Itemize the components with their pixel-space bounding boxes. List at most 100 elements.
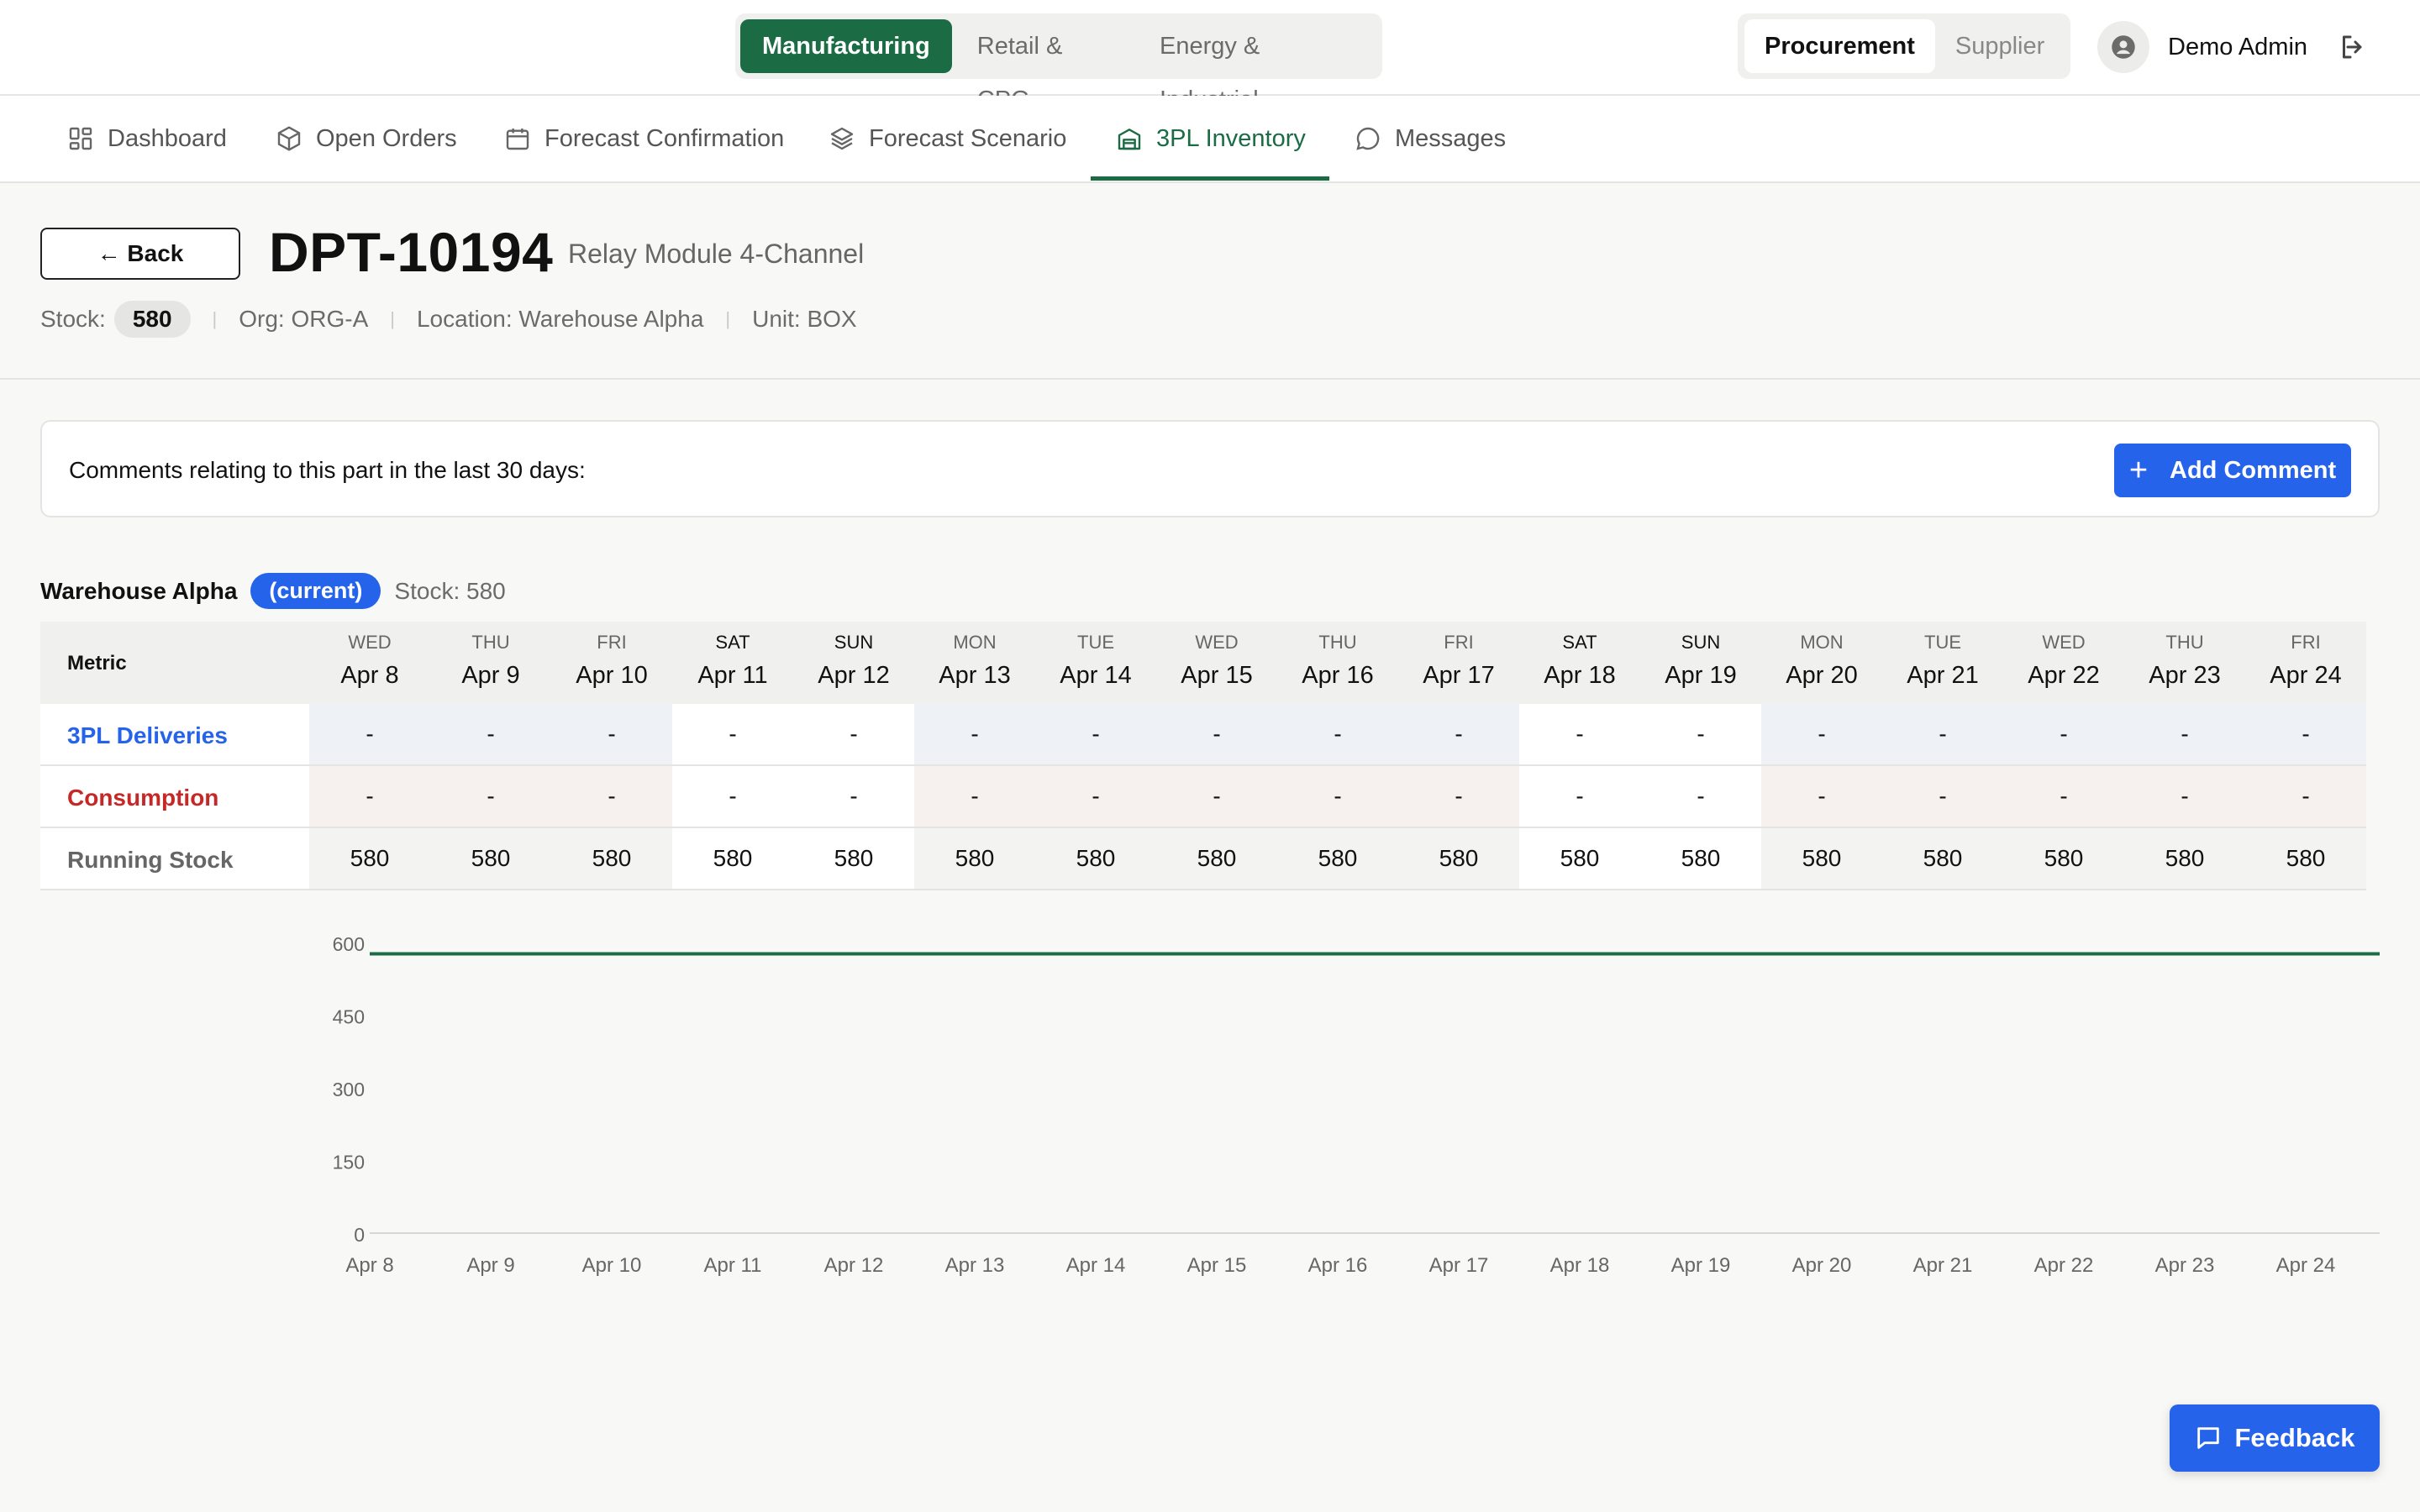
- warehouse-icon: [1118, 129, 1141, 150]
- x-tick-label: Apr 9: [466, 1254, 514, 1277]
- metric-column: Metric 3PL Deliveries Consumption Runnin…: [40, 622, 311, 890]
- day-date: Apr 15: [1181, 662, 1253, 689]
- day-header: THU Apr 23: [2124, 622, 2245, 706]
- day-column: THU Apr 23- -580: [2124, 622, 2245, 890]
- user-menu[interactable]: Demo Admin: [2097, 20, 2307, 74]
- user-circle-icon: [2097, 21, 2149, 73]
- current-badge: (current): [250, 573, 381, 609]
- day-column: THU Apr 9- -580: [430, 622, 551, 890]
- add-comment-button[interactable]: + Add Comment: [2114, 444, 2351, 497]
- running-stock-cell: 580: [2245, 828, 2366, 890]
- part-header: ← Back DPT-10194 Relay Module 4-Channel …: [0, 181, 2420, 380]
- nav-dashboard[interactable]: Dashboard: [67, 96, 227, 181]
- day-date: Apr 19: [1665, 662, 1737, 689]
- nav-dashboard-label: Dashboard: [108, 124, 227, 152]
- day-date: Apr 10: [576, 662, 648, 689]
- role-procurement[interactable]: Procurement: [1744, 19, 1935, 73]
- grid-icon: [69, 127, 92, 150]
- nav-open-orders[interactable]: Open Orders: [276, 96, 457, 181]
- consumption-cell: -: [2003, 766, 2124, 828]
- deliveries-cell: -: [1156, 704, 1277, 766]
- day-of-week: SUN: [1681, 632, 1721, 653]
- industry-energy-industrial[interactable]: Energy & Industrial: [1159, 33, 1260, 113]
- chat-icon: [2197, 1427, 2220, 1449]
- day-date: Apr 16: [1302, 662, 1374, 689]
- x-tick-label: Apr 13: [945, 1254, 1005, 1277]
- day-date: Apr 22: [2028, 662, 2100, 689]
- day-of-week: THU: [2165, 632, 2204, 653]
- nav-messages[interactable]: Messages: [1355, 96, 1506, 181]
- metric-row-consumption: Consumption: [40, 766, 309, 828]
- consumption-cell: -: [672, 766, 793, 828]
- consumption-cell: -: [1156, 766, 1277, 828]
- deliveries-cell: -: [2245, 704, 2366, 766]
- x-tick-label: Apr 11: [704, 1254, 762, 1277]
- day-column: SAT Apr 18- -580: [1519, 622, 1640, 890]
- logout-icon[interactable]: [2338, 32, 2368, 62]
- x-tick-label: Apr 24: [2276, 1254, 2336, 1277]
- running-stock-cell: 580: [1398, 828, 1519, 890]
- day-of-week: TUE: [1077, 632, 1114, 653]
- running-stock-cell: 580: [2003, 828, 2124, 890]
- day-date: Apr 9: [461, 662, 520, 689]
- day-header: SUN Apr 12: [793, 622, 914, 706]
- metric-row-deliveries: 3PL Deliveries: [40, 704, 309, 766]
- plus-icon: +: [2128, 453, 2149, 488]
- x-tick-label: Apr 16: [1308, 1254, 1368, 1277]
- consumption-cell: -: [1519, 766, 1640, 828]
- day-of-week: FRI: [2291, 632, 2321, 653]
- day-date: Apr 12: [818, 662, 890, 689]
- x-tick-label: Apr 10: [582, 1254, 642, 1277]
- day-date: Apr 8: [340, 662, 399, 689]
- feedback-label: Feedback: [2234, 1423, 2355, 1452]
- role-switch: Procurement Supplier: [1738, 13, 2070, 79]
- nav-forecast-scenario[interactable]: Forecast Scenario: [829, 96, 1066, 181]
- day-of-week: MON: [1800, 632, 1844, 653]
- nav-open-orders-label: Open Orders: [316, 124, 457, 152]
- deliveries-cell: -: [1277, 704, 1398, 766]
- consumption-cell: -: [1882, 766, 2003, 828]
- day-header: SUN Apr 19: [1640, 622, 1761, 706]
- role-supplier[interactable]: Supplier: [1954, 33, 2045, 60]
- deliveries-cell: -: [914, 704, 1035, 766]
- day-of-week: SAT: [715, 632, 750, 653]
- day-column: THU Apr 16- -580: [1277, 622, 1398, 890]
- divider: |: [212, 308, 218, 329]
- deliveries-cell: -: [2003, 704, 2124, 766]
- metric-header-label: Metric: [67, 652, 127, 675]
- nav-3pl-inventory[interactable]: 3PL Inventory: [1116, 96, 1306, 181]
- consumption-cell: -: [430, 766, 551, 828]
- day-column: WED Apr 8- -580: [309, 622, 430, 890]
- industry-manufacturing[interactable]: Manufacturing: [740, 19, 952, 73]
- active-tab-indicator: [1091, 176, 1329, 181]
- day-column: SUN Apr 19- -580: [1640, 622, 1761, 890]
- industry-retail-cpg[interactable]: Retail & CPG: [976, 33, 1063, 113]
- consumption-cell: -: [551, 766, 672, 828]
- day-header: MON Apr 20: [1761, 622, 1882, 706]
- y-tick-label: 300: [333, 1079, 365, 1100]
- day-header: SAT Apr 11: [672, 622, 793, 706]
- x-tick-label: Apr 18: [1550, 1254, 1610, 1277]
- x-tick-label: Apr 8: [345, 1254, 393, 1277]
- back-button[interactable]: ← Back: [40, 228, 240, 280]
- x-tick-label: Apr 15: [1187, 1254, 1247, 1277]
- divider: |: [390, 308, 395, 329]
- day-header: WED Apr 15: [1156, 622, 1277, 706]
- add-comment-label: Add Comment: [2170, 456, 2337, 484]
- chat-icon: [1356, 127, 1380, 150]
- day-header: FRI Apr 24: [2245, 622, 2366, 706]
- nav-forecast-confirmation[interactable]: Forecast Confirmation: [504, 96, 784, 181]
- x-tick-label: Apr 14: [1066, 1254, 1126, 1277]
- day-column: SAT Apr 11- -580: [672, 622, 793, 890]
- day-column: FRI Apr 17- -580: [1398, 622, 1519, 890]
- top-bar: Manufacturing Retail & CPG Energy & Indu…: [0, 0, 2420, 113]
- running-stock-cell: 580: [309, 828, 430, 890]
- running-stock-cell: 580: [1882, 828, 2003, 890]
- day-date: Apr 18: [1544, 662, 1616, 689]
- running-stock-cell: 580: [430, 828, 551, 890]
- y-tick-label: 0: [354, 1224, 365, 1246]
- day-date: Apr 21: [1907, 662, 1979, 689]
- running-stock-cell: 580: [1035, 828, 1156, 890]
- day-header: FRI Apr 17: [1398, 622, 1519, 706]
- feedback-button[interactable]: Feedback: [2170, 1404, 2380, 1472]
